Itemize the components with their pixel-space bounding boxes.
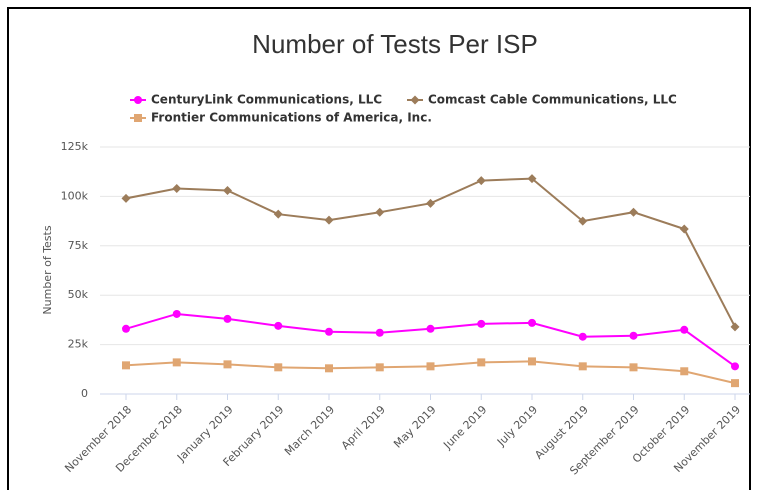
point	[223, 185, 232, 195]
point	[731, 379, 739, 388]
point	[578, 332, 587, 341]
point	[134, 96, 142, 104]
chart-title: Number of Tests Per ISP	[252, 29, 538, 59]
point	[426, 362, 435, 371]
point	[172, 183, 182, 193]
point	[274, 363, 283, 372]
point	[172, 309, 181, 318]
point	[426, 324, 435, 333]
point	[629, 207, 638, 217]
point	[134, 114, 142, 122]
point	[731, 362, 739, 371]
point	[172, 358, 181, 367]
point	[680, 367, 689, 376]
frame	[7, 7, 751, 490]
point	[629, 363, 638, 372]
point	[578, 216, 588, 226]
point	[223, 314, 232, 323]
y-tick-label: 0	[81, 387, 88, 400]
point	[477, 358, 486, 367]
y-axis-label: Number of Tests	[41, 225, 54, 314]
legend-label: Comcast Cable Communications, LLC	[428, 93, 677, 107]
y-tick-label: 100k	[61, 189, 89, 202]
point	[578, 362, 587, 371]
legend-label: CenturyLink Communications, LLC	[151, 93, 382, 107]
point	[528, 318, 536, 327]
point	[274, 321, 283, 330]
y-tick-label: 75k	[68, 239, 89, 252]
point	[223, 360, 232, 369]
point	[122, 361, 130, 370]
point	[273, 209, 283, 219]
point	[375, 207, 385, 217]
legend-label: Frontier Communications of America, Inc.	[151, 111, 432, 125]
point	[730, 322, 740, 332]
y-tick-label: 25k	[68, 338, 89, 351]
point	[477, 319, 486, 328]
point	[528, 357, 536, 366]
point	[375, 328, 384, 337]
point	[410, 95, 420, 105]
point	[476, 176, 486, 186]
point	[375, 363, 384, 372]
point	[680, 325, 689, 334]
point	[629, 331, 638, 340]
point	[121, 193, 131, 203]
point	[122, 324, 130, 333]
point	[527, 174, 537, 184]
point	[426, 198, 435, 208]
point	[324, 215, 334, 225]
point	[679, 224, 689, 234]
point	[325, 364, 333, 373]
point	[325, 327, 333, 336]
y-tick-label: 125k	[61, 140, 89, 153]
y-tick-label: 50k	[68, 288, 89, 301]
